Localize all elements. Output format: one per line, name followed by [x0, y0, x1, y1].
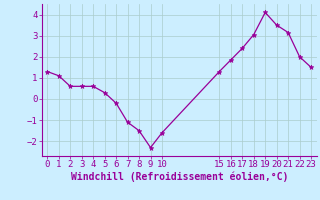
X-axis label: Windchill (Refroidissement éolien,°C): Windchill (Refroidissement éolien,°C) — [70, 172, 288, 182]
